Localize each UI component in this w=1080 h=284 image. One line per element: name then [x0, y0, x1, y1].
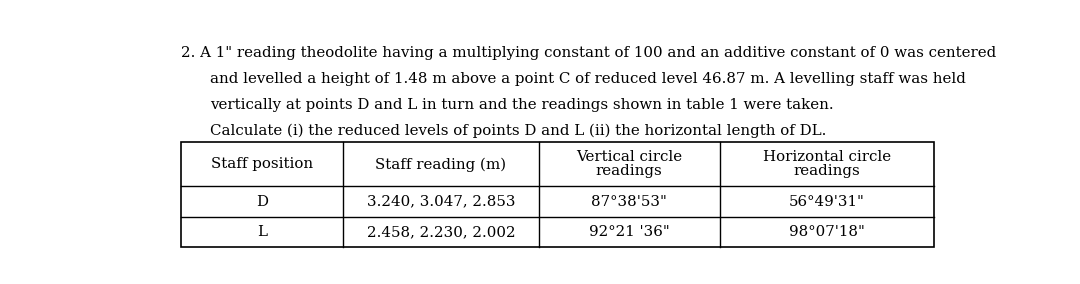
Text: 98°07'18": 98°07'18"	[789, 225, 865, 239]
Text: Staff position: Staff position	[211, 157, 313, 171]
Text: readings: readings	[794, 164, 861, 178]
Bar	[181, 142, 934, 247]
Text: D: D	[256, 195, 268, 209]
Text: 3.240, 3.047, 2.853: 3.240, 3.047, 2.853	[367, 195, 515, 209]
Text: 87°38'53": 87°38'53"	[592, 195, 667, 209]
Text: readings: readings	[596, 164, 663, 178]
Text: 2. A 1" reading theodolite having a multiplying constant of 100 and an additive : 2. A 1" reading theodolite having a mult…	[181, 46, 996, 60]
Text: Horizontal circle: Horizontal circle	[762, 150, 891, 164]
Text: L: L	[257, 225, 267, 239]
Text: 92°21 '36": 92°21 '36"	[589, 225, 670, 239]
Text: Calculate (i) the reduced levels of points D and L (ii) the horizontal length of: Calculate (i) the reduced levels of poin…	[211, 124, 826, 138]
Text: 56°49'31": 56°49'31"	[789, 195, 865, 209]
Text: 2.458, 2.230, 2.002: 2.458, 2.230, 2.002	[366, 225, 515, 239]
Text: Vertical circle: Vertical circle	[577, 150, 683, 164]
Text: and levelled a height of 1.48 m above a point C of reduced level 46.87 m. A leve: and levelled a height of 1.48 m above a …	[211, 72, 967, 86]
Text: Staff reading (m): Staff reading (m)	[376, 157, 507, 172]
Text: vertically at points D and L in turn and the readings shown in table 1 were take: vertically at points D and L in turn and…	[211, 98, 834, 112]
